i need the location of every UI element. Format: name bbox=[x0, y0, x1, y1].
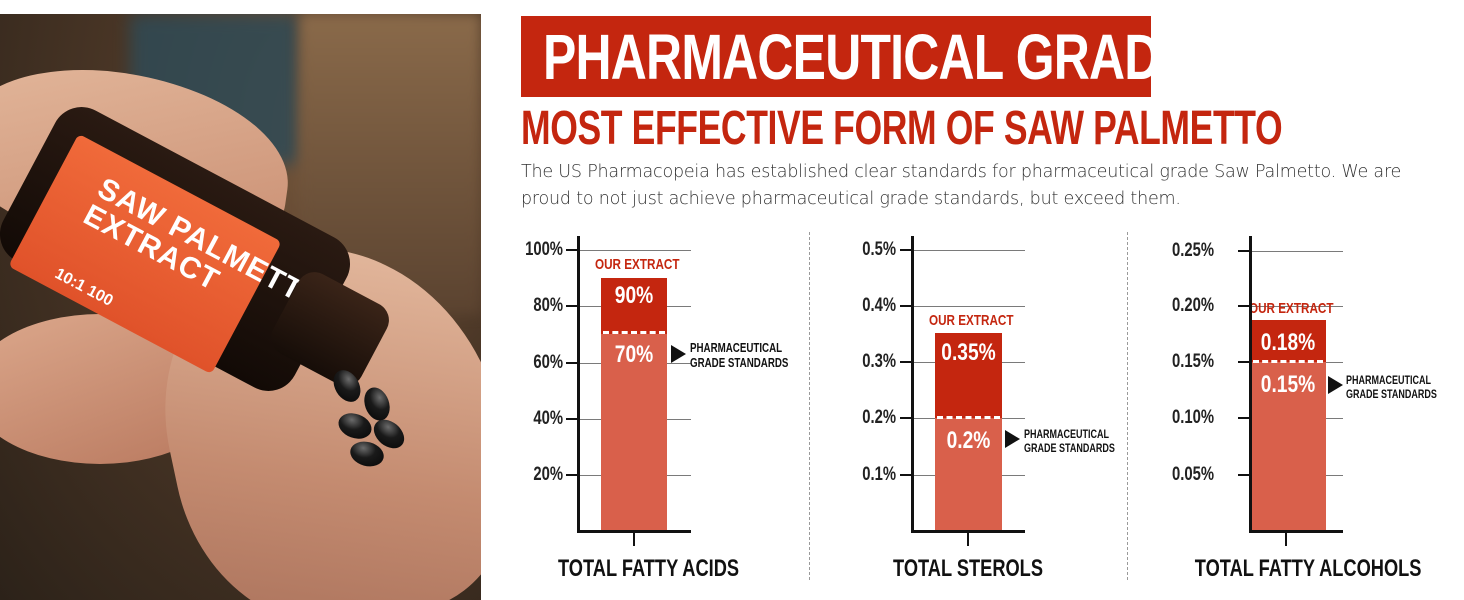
y-tick bbox=[566, 249, 578, 251]
our-extract-caption: OUR EXTRACT bbox=[929, 312, 1014, 329]
bar-pharmaceutical-standard bbox=[601, 334, 667, 531]
y-tick bbox=[566, 474, 578, 476]
y-axis bbox=[577, 236, 580, 533]
our-extract-caption: OUR EXTRACT bbox=[1249, 300, 1334, 317]
x-axis-label: TOTAL FATTY ACIDS bbox=[558, 555, 740, 582]
y-tick bbox=[1238, 305, 1250, 307]
standard-threshold-line bbox=[1253, 360, 1323, 363]
page-title: PHARMACEUTICAL GRADE bbox=[543, 21, 1193, 93]
x-axis-label: TOTAL FATTY ALCOHOLS bbox=[1194, 555, 1422, 582]
description-paragraph: The US Pharmacopeia has established clea… bbox=[521, 162, 1402, 209]
x-axis bbox=[1249, 530, 1343, 533]
standard-label-line1: PHARMACEUTICAL bbox=[1346, 373, 1431, 387]
bar-pharmaceutical-standard bbox=[935, 418, 1002, 531]
y-tick-label: 0.25% bbox=[1171, 240, 1214, 261]
page-subtitle: MOST EFFECTIVE FORM OF SAW PALMETTO bbox=[521, 102, 1283, 155]
chart-divider bbox=[1127, 232, 1128, 580]
y-tick-label: 60% bbox=[533, 352, 563, 373]
standard-label: PHARMACEUTICAL GRADE STANDARDS bbox=[690, 340, 788, 370]
y-tick bbox=[900, 305, 912, 307]
y-tick bbox=[1238, 361, 1250, 363]
bar-our-extract bbox=[601, 278, 667, 334]
y-tick bbox=[900, 417, 912, 419]
bar-our-extract bbox=[1250, 320, 1326, 362]
gridline bbox=[1252, 251, 1343, 252]
chart-divider bbox=[809, 232, 810, 580]
standard-label: PHARMACEUTICAL GRADE STANDARDS bbox=[1024, 427, 1115, 455]
y-tick-label: 0.20% bbox=[1171, 295, 1214, 316]
x-axis bbox=[577, 530, 691, 533]
y-tick-label: 0.2% bbox=[862, 407, 896, 428]
y-tick-label: 20% bbox=[533, 464, 563, 485]
x-axis bbox=[911, 530, 1025, 533]
x-tick bbox=[1285, 532, 1287, 546]
pointer-arrow-icon bbox=[1328, 376, 1343, 394]
our-extract-caption: OUR EXTRACT bbox=[595, 256, 680, 273]
y-tick-label: 40% bbox=[533, 408, 563, 429]
y-axis bbox=[1249, 236, 1252, 533]
our-extract-value: 90% bbox=[614, 282, 654, 309]
y-tick-label: 0.1% bbox=[862, 464, 896, 485]
product-photo: SAW PALMETTO EXTRACT 10:1 100 bbox=[0, 14, 481, 600]
y-tick bbox=[566, 418, 578, 420]
y-tick bbox=[1238, 474, 1250, 476]
standard-label-line1: PHARMACEUTICAL bbox=[1024, 427, 1109, 441]
gridline bbox=[914, 250, 1025, 251]
gridline bbox=[1252, 306, 1343, 307]
x-axis-label: TOTAL STEROLS bbox=[893, 555, 1043, 582]
y-tick-label: 0.10% bbox=[1171, 407, 1214, 428]
pointer-arrow-icon bbox=[671, 345, 686, 363]
y-tick-label: 0.5% bbox=[862, 239, 896, 260]
y-tick-label: 80% bbox=[533, 295, 563, 316]
y-tick bbox=[566, 305, 578, 307]
y-tick bbox=[900, 361, 912, 363]
standard-value: 0.15% bbox=[1260, 371, 1316, 398]
y-tick-label: 0.3% bbox=[862, 351, 896, 372]
bar-our-extract bbox=[935, 333, 1002, 418]
y-tick-label: 100% bbox=[525, 239, 563, 260]
y-axis bbox=[911, 236, 914, 533]
x-tick bbox=[967, 532, 969, 546]
gridline bbox=[580, 250, 691, 251]
y-tick bbox=[900, 474, 912, 476]
x-tick bbox=[633, 532, 635, 546]
title-banner: PHARMACEUTICAL GRADE bbox=[521, 16, 1193, 97]
gridline bbox=[914, 306, 1025, 307]
our-extract-value: 0.35% bbox=[941, 339, 996, 366]
standard-threshold-line bbox=[937, 416, 1000, 419]
pointer-arrow-icon bbox=[1005, 430, 1020, 448]
y-tick bbox=[566, 362, 578, 364]
bar-pharmaceutical-standard bbox=[1250, 362, 1326, 531]
standard-value: 0.2% bbox=[946, 427, 991, 454]
y-tick bbox=[900, 249, 912, 251]
standard-label-line2: GRADE STANDARDS bbox=[690, 355, 789, 370]
standard-label-line2: GRADE STANDARDS bbox=[1024, 441, 1115, 455]
y-tick bbox=[1238, 250, 1250, 252]
y-tick-label: 0.05% bbox=[1171, 464, 1214, 485]
standard-label: PHARMACEUTICAL GRADE STANDARDS bbox=[1346, 373, 1437, 401]
standard-label-line1: PHARMACEUTICAL bbox=[690, 340, 783, 355]
y-tick-label: 0.15% bbox=[1171, 351, 1214, 372]
y-tick-label: 0.4% bbox=[862, 295, 896, 316]
standard-threshold-line bbox=[603, 331, 665, 334]
standard-label-line2: GRADE STANDARDS bbox=[1346, 387, 1437, 401]
y-tick bbox=[1238, 417, 1250, 419]
our-extract-value: 0.18% bbox=[1260, 329, 1316, 356]
standard-value: 70% bbox=[614, 341, 654, 368]
